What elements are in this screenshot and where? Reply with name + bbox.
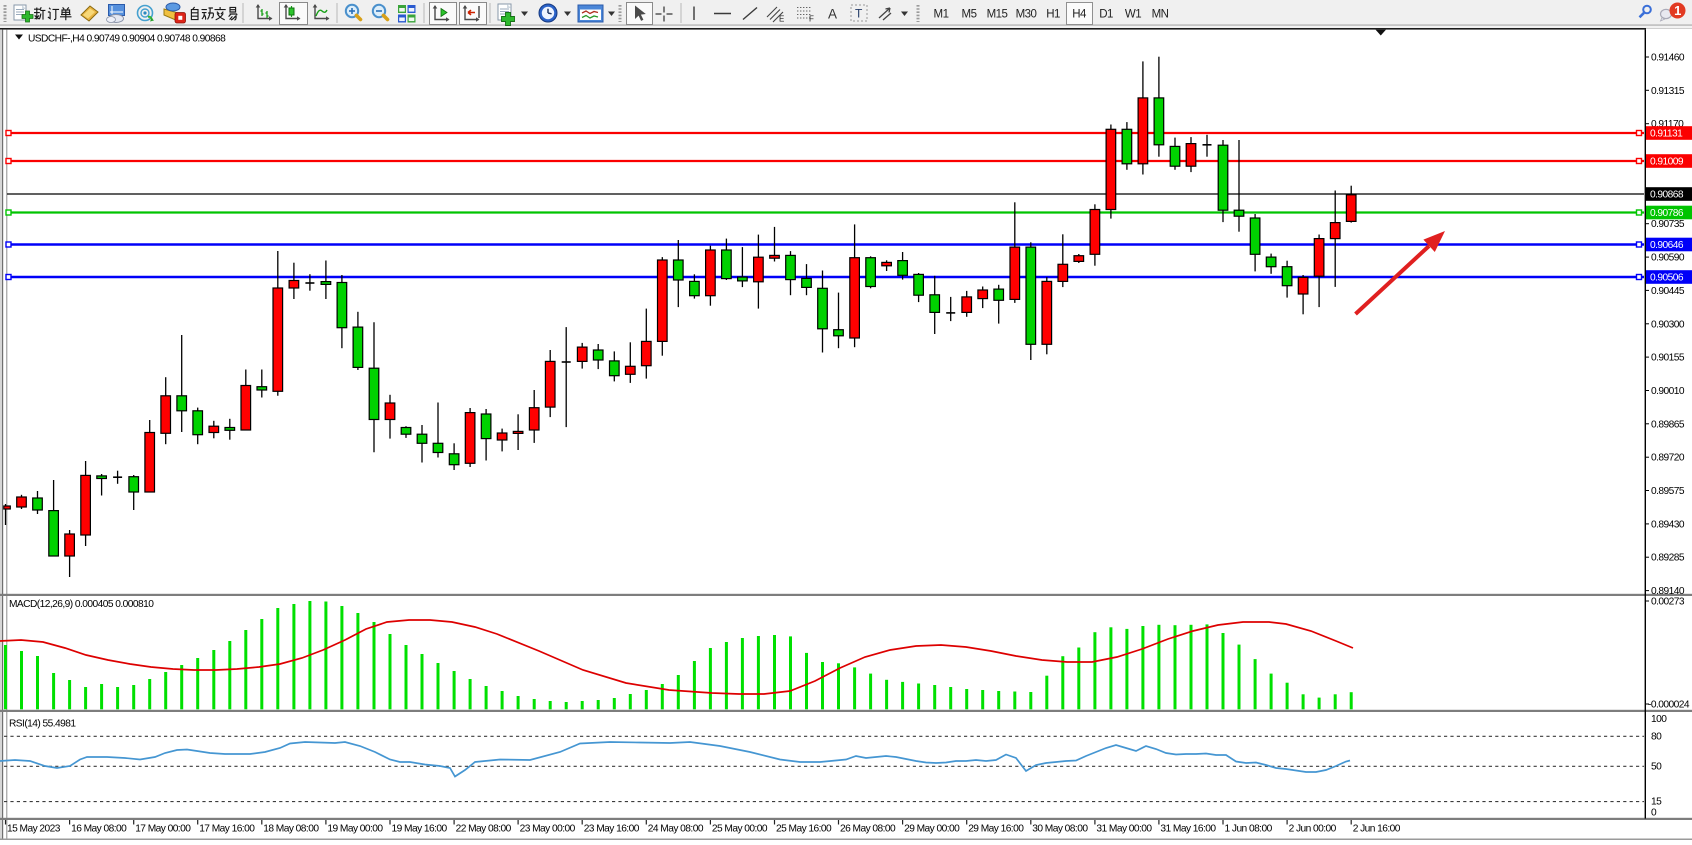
svg-text:0.90010: 0.90010 [1651,386,1685,397]
svg-text:MN: MN [1152,9,1169,21]
svg-text:29 May 00:00: 29 May 00:00 [904,824,960,835]
svg-text:0.91131: 0.91131 [1650,129,1683,140]
svg-text:0.90590: 0.90590 [1651,253,1685,264]
svg-text:D1: D1 [1099,9,1113,21]
svg-text:0.90300: 0.90300 [1651,319,1685,330]
svg-text:-0.000024: -0.000024 [1648,700,1690,711]
svg-text:16 May 08:00: 16 May 08:00 [71,824,127,835]
svg-text:0.89865: 0.89865 [1651,419,1685,430]
svg-text:22 May 08:00: 22 May 08:00 [456,824,512,835]
svg-text:31 May 00:00: 31 May 00:00 [1096,824,1152,835]
svg-text:M15: M15 [987,9,1008,21]
svg-text:17 May 00:00: 17 May 00:00 [135,824,191,835]
svg-text:1 Jun 08:00: 1 Jun 08:00 [1225,824,1273,835]
svg-text:0.90155: 0.90155 [1651,353,1685,364]
svg-text:24 May 08:00: 24 May 08:00 [648,824,704,835]
svg-text:0.90786: 0.90786 [1650,208,1684,219]
svg-text:M1: M1 [934,9,949,21]
svg-text:A: A [828,7,837,22]
svg-text:2 Jun 00:00: 2 Jun 00:00 [1289,824,1337,835]
svg-text:26 May 08:00: 26 May 08:00 [840,824,896,835]
svg-text:19 May 00:00: 19 May 00:00 [327,824,383,835]
svg-text:17 May 16:00: 17 May 16:00 [199,824,255,835]
svg-text:H1: H1 [1046,9,1060,21]
svg-text:23 May 16:00: 23 May 16:00 [584,824,640,835]
svg-text:2 Jun 16:00: 2 Jun 16:00 [1353,824,1401,835]
svg-text:50: 50 [1651,762,1662,773]
svg-text:0.89285: 0.89285 [1651,553,1685,564]
svg-text:T: T [855,7,863,21]
svg-text:0.90868: 0.90868 [1650,190,1684,201]
svg-text:25 May 00:00: 25 May 00:00 [712,824,768,835]
svg-text:23 May 00:00: 23 May 00:00 [520,824,576,835]
svg-text:19 May 16:00: 19 May 16:00 [392,824,448,835]
svg-text:29 May 16:00: 29 May 16:00 [968,824,1024,835]
svg-text:0.00273: 0.00273 [1651,597,1685,608]
svg-text:0.91315: 0.91315 [1651,86,1685,97]
svg-text:100: 100 [1651,714,1667,725]
svg-text:0.89140: 0.89140 [1651,586,1685,597]
svg-text:0.90506: 0.90506 [1650,273,1684,284]
svg-text:USDCHF-,H4 0.90749 0.90904 0.: USDCHF-,H4 0.90749 0.90904 0.90748 0.908… [28,34,226,45]
svg-text:1: 1 [1674,3,1681,18]
svg-text:0.91170: 0.91170 [1651,119,1684,130]
svg-text:30 May 08:00: 30 May 08:00 [1032,824,1088,835]
svg-text:MACD(12,26,9) 0.000405 0.00081: MACD(12,26,9) 0.000405 0.000810 [9,599,154,610]
svg-text:0.89430: 0.89430 [1651,519,1685,530]
svg-text:0.91460: 0.91460 [1651,53,1685,64]
svg-text:80: 80 [1651,732,1662,743]
svg-text:0.90735: 0.90735 [1651,219,1685,230]
svg-text:M5: M5 [962,9,977,21]
svg-text:15: 15 [1651,797,1662,808]
svg-text:15 May 2023: 15 May 2023 [7,824,61,835]
svg-text:0: 0 [1651,808,1657,819]
svg-text:E: E [779,15,784,24]
svg-text:0.89575: 0.89575 [1651,486,1685,497]
svg-text:0.90646: 0.90646 [1650,240,1684,251]
svg-text:31 May 16:00: 31 May 16:00 [1160,824,1216,835]
svg-text:25 May 16:00: 25 May 16:00 [776,824,832,835]
svg-text:F: F [809,15,814,24]
svg-text:18 May 08:00: 18 May 08:00 [263,824,319,835]
svg-text:0.91009: 0.91009 [1650,157,1684,168]
svg-text:RSI(14) 55.4981: RSI(14) 55.4981 [9,719,76,730]
svg-text:0.89720: 0.89720 [1651,453,1685,464]
svg-text:W1: W1 [1125,9,1141,21]
svg-text:0.90445: 0.90445 [1651,286,1685,297]
svg-text:M30: M30 [1016,9,1037,21]
svg-text:H4: H4 [1072,9,1087,21]
